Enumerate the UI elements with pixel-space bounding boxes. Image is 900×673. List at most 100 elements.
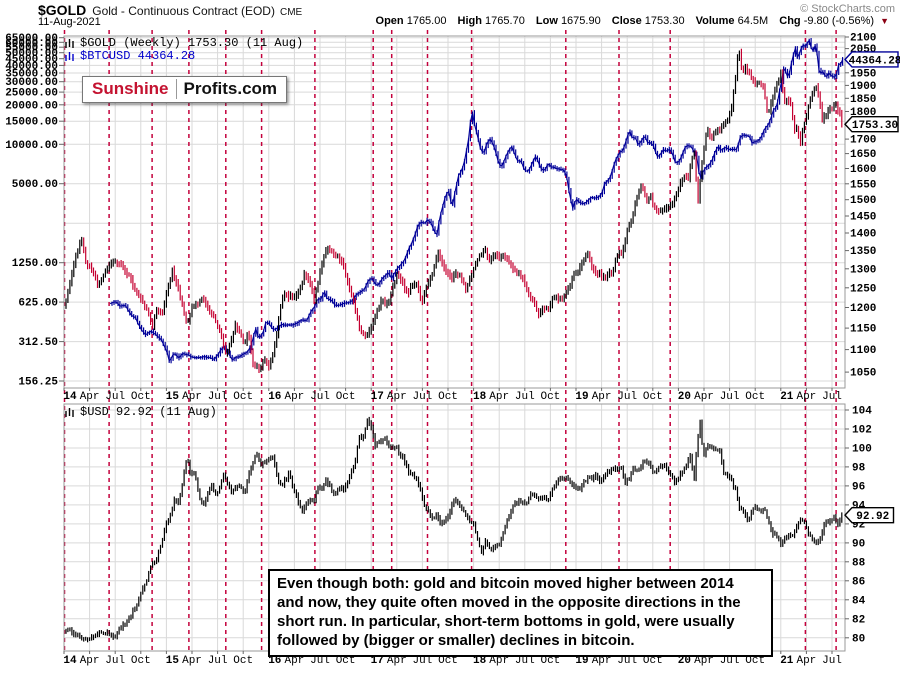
usd-series [65,416,843,643]
axis-tick-label: 14 [63,391,77,403]
chg-label: Chg [779,15,801,27]
axis-tick-label: 60000.00 [5,38,58,50]
axis-tick-label: 30000.00 [5,77,58,89]
axis-tick-label: Apr [182,391,202,403]
axis-tick-label: 15000.00 [5,117,58,129]
weekly-bars-icon [65,407,74,417]
axis-tick-label: 96 [852,481,865,493]
weekly-bars-icon [65,51,74,61]
axis-tick-label: 625.00 [18,298,58,310]
axis-tick-label: 312.50 [18,337,58,349]
axis-tick-label: Jul [412,655,432,667]
logo-sunshine: Sunshine [92,79,177,99]
panel1-border [63,35,846,389]
axis-tick-label: 19 [575,655,588,667]
axis-tick-label: 17 [371,391,384,403]
axis-tick-label: 55000.00 [5,43,58,55]
low-value: 1675.90 [560,15,601,27]
close-value: 1753.30 [644,15,685,27]
grid-vertical [89,36,833,651]
grid-horizontal [64,37,845,639]
axis-tick-label: 19 [575,391,588,403]
price-callout [844,506,895,524]
weekly-bars-icon [65,38,74,48]
axis-tick-label: Oct [540,391,560,403]
axis-tick-label: 45000.00 [5,54,58,66]
btcusd-series [109,38,844,364]
close-label: Close [611,15,642,27]
legend-btc-label[interactable]: $BTCUSD 44364.28 [80,49,196,63]
axis-tick-label: 16 [268,391,281,403]
axis-tick-label: Oct [643,655,663,667]
axis-tick-label: 25000.00 [5,88,58,100]
axis-tick-label: 1600 [850,164,876,176]
axis-tick-label: Jul [720,391,740,403]
axis-tick-label: 40000.00 [5,61,58,73]
axis-tick-label: 1650 [850,149,876,161]
axis-tick-label: 1200 [850,303,876,315]
axis-tick-label: 1150 [850,324,876,336]
exchange-label: CME [279,7,303,18]
axis-tick-label: Jul [310,655,330,667]
axis-tick-label: Apr [387,391,407,403]
axis-tick-label: 1100 [850,345,876,357]
axis-tick-label: Apr [387,655,407,667]
legend-usd-label[interactable]: $USD 92.92 (11 Aug) [80,405,217,419]
price-callouts: 44364.28 1753.30 92.92 [844,51,900,524]
axis-tick-label: 20000.00 [5,100,58,112]
axis-tick-label: Jul [720,655,740,667]
legend-gold: $GOLD (Weekly) 1753.30 (11 Aug) [63,36,303,50]
axis-tick-label: 50000.00 [5,48,58,60]
axis-tick-label: 1850 [850,94,876,106]
axis-tick-label: 104 [852,406,872,418]
sunshine-profits-logo[interactable]: Sunshine Profits.com [82,76,288,103]
axis-tick-label: Jul [412,391,432,403]
axis-tick-label: 1350 [850,246,876,258]
axis-tick-label: Oct [131,391,151,403]
legend-gold-label[interactable]: $GOLD (Weekly) 1753.30 (11 Aug) [80,36,304,50]
price-callout-value: 44364.28 [849,55,900,67]
change-down-icon[interactable]: ▼ [880,16,889,26]
axis-tick-label: Apr [284,655,304,667]
axis-tick-label: Apr [694,391,714,403]
panel1-left-axis: 65000.0060000.0055000.0050000.0045000.00… [5,33,64,389]
axis-tick-label: 14 [63,655,77,667]
axis-tick-label: Jul [208,391,228,403]
axis-tick-label: 15 [166,655,180,667]
axis-tick-label: Jul [515,655,535,667]
axis-tick-label: 156.25 [18,377,58,389]
axis-tick-label: Oct [438,391,458,403]
volume-label: Volume [695,15,735,27]
axis-tick-label: Oct [233,655,253,667]
axis-tick-label: 10000.00 [5,140,58,152]
axis-tick-label: 1550 [850,179,876,191]
axis-tick-label: Apr [592,655,612,667]
axis-tick-label: 20 [678,655,691,667]
axis-tick-label: 90 [852,538,865,550]
axis-tick-label: Apr [796,391,816,403]
axis-tick-label: Jul [208,655,228,667]
axis-tick-label: 100 [852,443,872,455]
axis-tick-label: 21 [780,655,794,667]
axis-tick-label: 1500 [850,195,876,207]
axis-tick-label: 1050 [850,368,876,380]
axis-tick-label: Oct [336,655,356,667]
axis-tick-label: 84 [852,595,866,607]
high-label: High [457,15,482,27]
panel-borders [63,35,846,652]
axis-tick-label: 86 [852,576,865,588]
panel1-right-axis: 2100205020001950190018501800175017001650… [845,33,876,380]
axis-tick-label: Oct [233,391,253,403]
logo-profits: Profits.com [183,79,278,98]
price-callout-value: 92.92 [856,511,889,523]
axis-tick-label: 1700 [850,135,876,147]
axis-tick-label: Jul [105,391,125,403]
axis-tick-label: Jul [822,391,842,403]
axis-tick-label: Oct [131,655,151,667]
stockcharts-watermark: © StockCharts.com [800,3,895,15]
axis-tick-label: 1900 [850,81,876,93]
axis-tick-label: Oct [745,655,765,667]
axis-tick-label: Jul [617,391,637,403]
